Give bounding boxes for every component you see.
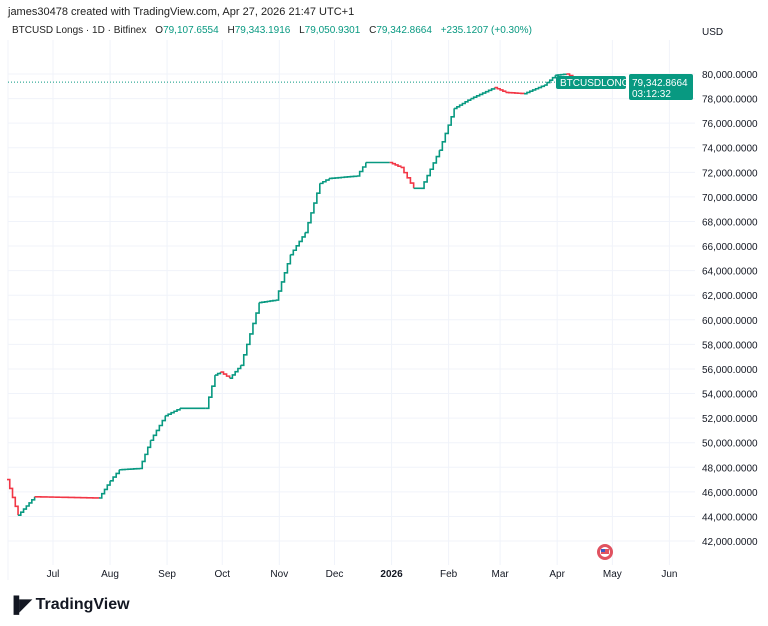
y-tick-label: 76,000.0000 — [702, 119, 758, 130]
price-marker: BTCUSDLONGS 79,342.8664 03:12:32 — [556, 74, 693, 100]
x-tick-label: Jul — [47, 569, 60, 580]
price-segment — [524, 85, 546, 95]
x-tick-label: Mar — [492, 569, 510, 580]
price-segment — [329, 175, 358, 180]
price-segment — [7, 478, 19, 516]
x-tick-label: Jun — [661, 569, 677, 580]
price-segment — [544, 75, 557, 86]
us-flag-event-icon[interactable] — [597, 544, 613, 560]
price-segment — [214, 372, 222, 376]
x-tick-label: Aug — [101, 569, 119, 580]
price-segment — [555, 73, 568, 77]
brand-name: TradingView — [35, 596, 130, 613]
y-tick-label: 58,000.0000 — [702, 340, 758, 351]
y-tick-label: 74,000.0000 — [702, 144, 758, 155]
tradingview-logo[interactable]: ▐◤ TradingView — [8, 595, 130, 615]
price-segment — [18, 496, 36, 517]
symbol-tag-label: BTCUSDLONGS — [560, 78, 636, 89]
price-segment — [454, 98, 472, 110]
low-value: L79,050.9301 — [299, 25, 361, 36]
price-series — [7, 73, 606, 517]
x-tick-label: Dec — [326, 569, 344, 580]
chart-credit: james30478 created with TradingView.com,… — [8, 6, 355, 18]
y-tick-label: 50,000.0000 — [702, 439, 758, 450]
price-segment — [389, 161, 402, 168]
price-segment — [470, 87, 496, 100]
price-axis: USD 42,000.0000 44,000.0000 46,000.0000 48,0… — [702, 27, 758, 548]
price-segment — [99, 480, 111, 499]
y-tick-label: 70,000.0000 — [702, 193, 758, 204]
x-tick-label: Feb — [440, 569, 458, 580]
price-segment — [119, 467, 141, 471]
open-value: O79,107.6554 — [155, 25, 219, 36]
price-segment — [421, 150, 441, 190]
y-tick-label: 66,000.0000 — [702, 242, 758, 253]
price-segment — [319, 178, 330, 185]
price-segment — [220, 371, 231, 379]
close-value: C79,342.8664 — [369, 25, 432, 36]
y-tick-label: 62,000.0000 — [702, 291, 758, 302]
price-segment — [150, 415, 167, 442]
symbol-title[interactable]: BTCUSD Longs · 1D · Bitfinex — [12, 25, 147, 36]
y-tick-label: 44,000.0000 — [702, 512, 758, 523]
y-tick-label: 52,000.0000 — [702, 414, 758, 425]
change-value: +235.1207 (+0.30%) — [440, 25, 532, 36]
last-price: 79,342.8664 — [632, 78, 688, 89]
last-price-tag — [629, 74, 693, 100]
time-axis: Jul Aug Sep Oct Nov Dec 2026 Feb Mar Apr May Jun — [47, 569, 678, 580]
price-segment — [439, 108, 455, 151]
price-segment — [494, 86, 507, 93]
price-segment — [275, 254, 292, 301]
x-tick-label: Nov — [270, 569, 288, 580]
x-tick-label: Oct — [214, 569, 230, 580]
y-tick-label: 68,000.0000 — [702, 217, 758, 228]
price-segment — [305, 183, 321, 234]
y-tick-label: 46,000.0000 — [702, 488, 758, 499]
bar-countdown: 03:12:32 — [632, 89, 671, 100]
price-segment — [290, 232, 306, 256]
price-segment — [110, 469, 121, 482]
price-segment — [229, 365, 242, 379]
y-tick-label: 48,000.0000 — [702, 463, 758, 474]
price-segment — [505, 91, 525, 95]
y-tick-label: 64,000.0000 — [702, 267, 758, 278]
price-segment — [139, 440, 152, 470]
high-value: H79,343.1916 — [227, 25, 291, 36]
y-tick-label: 60,000.0000 — [702, 316, 758, 327]
price-segment — [400, 166, 415, 189]
price-segment — [34, 495, 100, 499]
tv-logo-icon: ▐◤ — [8, 597, 32, 614]
x-tick-label: 2026 — [380, 569, 403, 580]
y-tick-label: 42,000.0000 — [702, 537, 758, 548]
price-segment — [356, 162, 367, 177]
y-tick-label: 78,000.0000 — [702, 95, 758, 106]
currency-label: USD — [702, 27, 723, 38]
y-tick-label: 80,000.0000 — [702, 70, 758, 81]
price-segment — [259, 299, 277, 304]
ohlc-legend: BTCUSD Longs · 1D · Bitfinex O79,107.655… — [12, 25, 538, 36]
y-tick-label: 54,000.0000 — [702, 390, 758, 401]
price-segment — [240, 302, 260, 367]
price-segment — [165, 408, 181, 417]
grid — [7, 40, 695, 580]
x-tick-label: Apr — [549, 569, 565, 580]
x-tick-label: May — [603, 569, 622, 580]
symbol-tag — [556, 76, 626, 89]
x-tick-label: Sep — [158, 569, 176, 580]
price-segment — [205, 375, 216, 410]
y-tick-label: 72,000.0000 — [702, 168, 758, 179]
y-tick-label: 56,000.0000 — [702, 365, 758, 376]
